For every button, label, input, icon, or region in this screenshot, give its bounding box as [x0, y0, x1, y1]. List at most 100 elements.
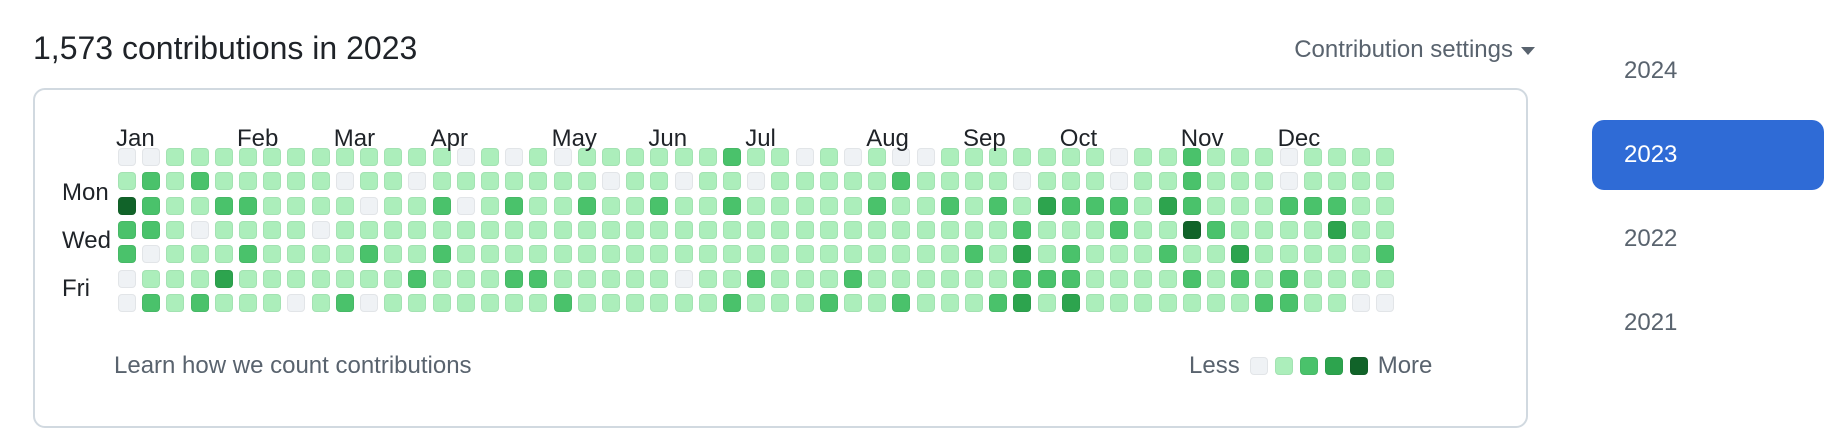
contribution-day-cell[interactable] — [311, 269, 330, 288]
contribution-day-cell[interactable] — [819, 172, 838, 191]
contribution-day-cell[interactable] — [868, 148, 887, 166]
contribution-day-cell[interactable] — [771, 293, 790, 312]
contribution-day-cell[interactable] — [408, 196, 427, 215]
contribution-day-cell[interactable] — [311, 196, 330, 215]
contribution-day-cell[interactable] — [916, 269, 935, 288]
contribution-day-cell[interactable] — [1037, 293, 1056, 312]
contribution-day-cell[interactable] — [771, 269, 790, 288]
contribution-day-cell[interactable] — [674, 148, 693, 166]
contribution-day-cell[interactable] — [747, 269, 766, 288]
contribution-day-cell[interactable] — [214, 196, 233, 215]
contribution-day-cell[interactable] — [674, 196, 693, 215]
contribution-day-cell[interactable] — [602, 196, 620, 215]
contribution-day-cell[interactable] — [1279, 172, 1298, 191]
contribution-day-cell[interactable] — [529, 269, 548, 288]
contribution-day-cell[interactable] — [118, 172, 136, 191]
contribution-day-cell[interactable] — [819, 245, 838, 264]
contribution-day-cell[interactable] — [1207, 245, 1225, 264]
contribution-day-cell[interactable] — [118, 220, 136, 239]
contribution-day-cell[interactable] — [989, 220, 1008, 239]
contribution-day-cell[interactable] — [1376, 293, 1395, 312]
contribution-day-cell[interactable] — [529, 172, 548, 191]
contribution-day-cell[interactable] — [239, 245, 257, 264]
contribution-day-cell[interactable] — [166, 245, 185, 264]
contribution-day-cell[interactable] — [819, 293, 838, 312]
contribution-day-cell[interactable] — [602, 269, 620, 288]
contribution-day-cell[interactable] — [577, 148, 596, 166]
contribution-day-cell[interactable] — [940, 245, 959, 264]
contribution-day-cell[interactable] — [1061, 220, 1080, 239]
contribution-day-cell[interactable] — [795, 269, 814, 288]
contribution-day-cell[interactable] — [239, 148, 257, 166]
contribution-day-cell[interactable] — [214, 220, 233, 239]
contribution-day-cell[interactable] — [1303, 196, 1322, 215]
contribution-day-cell[interactable] — [456, 148, 475, 166]
contribution-day-cell[interactable] — [844, 220, 862, 239]
contribution-day-cell[interactable] — [553, 172, 572, 191]
contribution-day-cell[interactable] — [1255, 245, 1274, 264]
contribution-day-cell[interactable] — [360, 172, 378, 191]
contribution-day-cell[interactable] — [868, 172, 887, 191]
contribution-day-cell[interactable] — [456, 172, 475, 191]
contribution-day-cell[interactable] — [1303, 293, 1322, 312]
contribution-day-cell[interactable] — [1255, 220, 1274, 239]
contribution-day-cell[interactable] — [1110, 172, 1129, 191]
contribution-day-cell[interactable] — [577, 245, 596, 264]
contribution-day-cell[interactable] — [1110, 245, 1129, 264]
year-2022[interactable]: 2022 — [1624, 225, 1678, 252]
contribution-day-cell[interactable] — [1255, 293, 1274, 312]
contribution-day-cell[interactable] — [1086, 172, 1104, 191]
contribution-day-cell[interactable] — [1086, 245, 1104, 264]
contribution-day-cell[interactable] — [1207, 269, 1225, 288]
contribution-day-cell[interactable] — [795, 148, 814, 166]
contribution-day-cell[interactable] — [1352, 172, 1371, 191]
contribution-day-cell[interactable] — [166, 269, 185, 288]
contribution-day-cell[interactable] — [1303, 172, 1322, 191]
contribution-day-cell[interactable] — [529, 293, 548, 312]
contribution-day-cell[interactable] — [602, 293, 620, 312]
contribution-day-cell[interactable] — [844, 172, 862, 191]
contribution-day-cell[interactable] — [1086, 148, 1104, 166]
contribution-day-cell[interactable] — [674, 220, 693, 239]
contribution-day-cell[interactable] — [263, 172, 282, 191]
contribution-day-cell[interactable] — [965, 269, 983, 288]
contribution-day-cell[interactable] — [1279, 220, 1298, 239]
contribution-day-cell[interactable] — [1061, 172, 1080, 191]
contribution-day-cell[interactable] — [1086, 220, 1104, 239]
contribution-day-cell[interactable] — [1158, 293, 1177, 312]
contribution-day-cell[interactable] — [481, 196, 499, 215]
contribution-day-cell[interactable] — [965, 245, 983, 264]
contribution-day-cell[interactable] — [1328, 196, 1346, 215]
contribution-day-cell[interactable] — [239, 269, 257, 288]
contribution-day-cell[interactable] — [674, 269, 693, 288]
contribution-day-cell[interactable] — [1037, 220, 1056, 239]
contribution-day-cell[interactable] — [287, 220, 306, 239]
contribution-day-cell[interactable] — [771, 245, 790, 264]
contribution-day-cell[interactable] — [529, 148, 548, 166]
contribution-day-cell[interactable] — [916, 148, 935, 166]
contribution-day-cell[interactable] — [481, 245, 499, 264]
contribution-day-cell[interactable] — [771, 148, 790, 166]
contribution-day-cell[interactable] — [989, 245, 1008, 264]
contribution-day-cell[interactable] — [1013, 220, 1032, 239]
contribution-day-cell[interactable] — [965, 148, 983, 166]
contribution-day-cell[interactable] — [747, 196, 766, 215]
contribution-day-cell[interactable] — [674, 245, 693, 264]
contribution-day-cell[interactable] — [1110, 196, 1129, 215]
contribution-day-cell[interactable] — [989, 269, 1008, 288]
contribution-day-cell[interactable] — [1207, 148, 1225, 166]
contribution-day-cell[interactable] — [239, 196, 257, 215]
contribution-day-cell[interactable] — [1207, 196, 1225, 215]
contribution-day-cell[interactable] — [819, 269, 838, 288]
contribution-day-cell[interactable] — [481, 148, 499, 166]
contribution-day-cell[interactable] — [311, 245, 330, 264]
contribution-day-cell[interactable] — [1352, 269, 1371, 288]
contribution-day-cell[interactable] — [432, 172, 451, 191]
contribution-day-cell[interactable] — [360, 148, 378, 166]
contribution-day-cell[interactable] — [311, 148, 330, 166]
contribution-day-cell[interactable] — [940, 148, 959, 166]
contribution-day-cell[interactable] — [1376, 172, 1395, 191]
contribution-day-cell[interactable] — [626, 172, 645, 191]
contribution-day-cell[interactable] — [1303, 148, 1322, 166]
contribution-day-cell[interactable] — [505, 293, 524, 312]
